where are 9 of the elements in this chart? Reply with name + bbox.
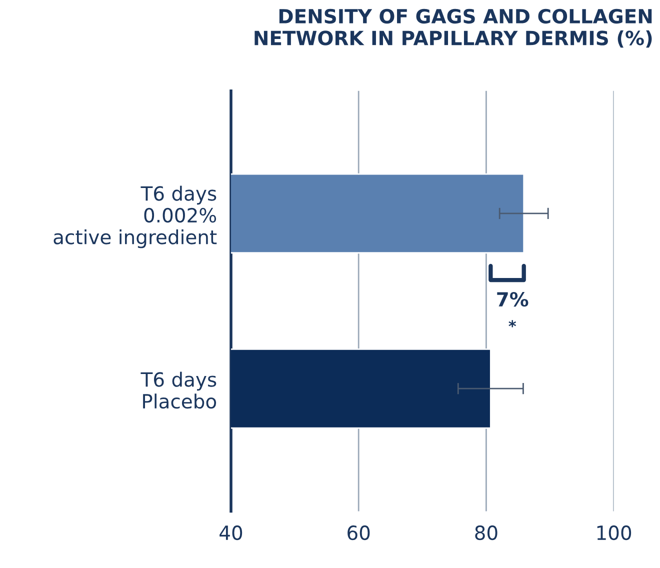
x-tick-label: 60 bbox=[348, 525, 370, 540]
y-tick-label: T6 days 0.002% active ingredient bbox=[54, 186, 217, 248]
annotation: 7% bbox=[497, 292, 528, 307]
annotation: * bbox=[508, 320, 516, 328]
y-tick-label: T6 days Placebo bbox=[140, 372, 216, 409]
x-tick-label: 80 bbox=[475, 525, 498, 540]
x-tick-label: 40 bbox=[220, 525, 242, 540]
chart-title: DENSITY OF GAGS AND COLLAGEN NETWORK IN PAPILLARY DERMIS (%) bbox=[254, 8, 652, 48]
x-tick-label: 100 bbox=[597, 525, 632, 540]
